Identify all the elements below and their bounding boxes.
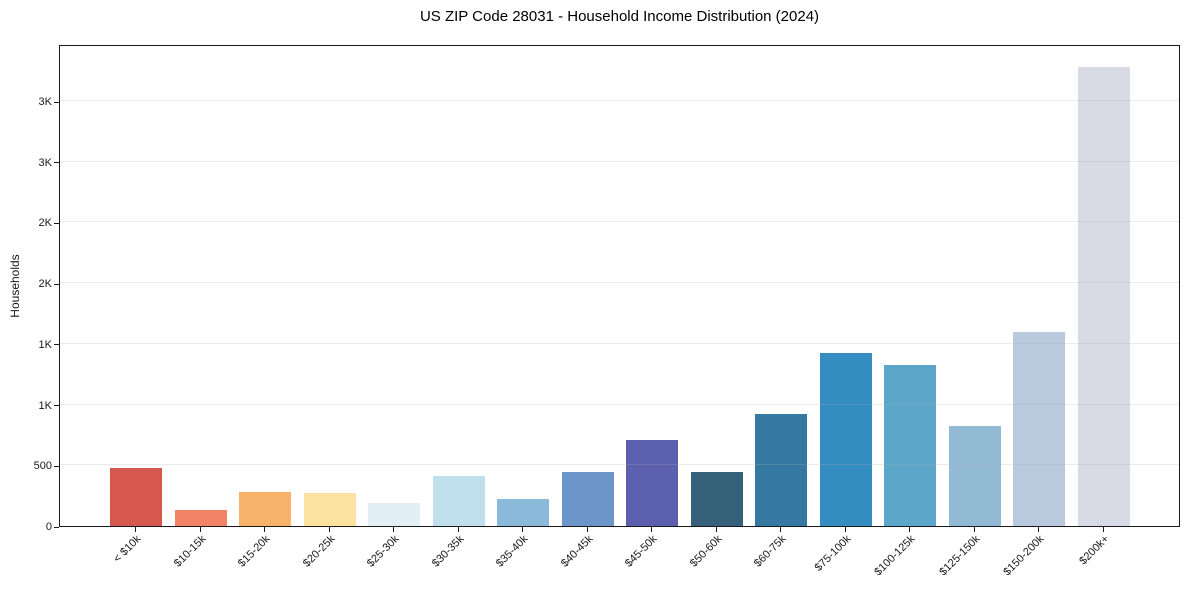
x-tick-mark bbox=[973, 527, 975, 532]
bar-35-40k bbox=[497, 498, 549, 526]
x-tick-mark bbox=[909, 527, 910, 532]
y-tick-mark bbox=[54, 465, 59, 467]
y-tick-label: 3K bbox=[38, 96, 52, 109]
bar-40-45k bbox=[561, 471, 614, 526]
chart-title: US ZIP Code 28031 - Household Income Dis… bbox=[419, 8, 820, 25]
bar-50-60k bbox=[690, 471, 743, 526]
y-tick-label: 1K bbox=[38, 338, 52, 351]
y-tick-mark bbox=[54, 405, 59, 407]
x-tick-mark bbox=[457, 527, 459, 532]
y-tick-label: 500 bbox=[33, 460, 52, 473]
y-tick-label: 3K bbox=[38, 156, 52, 169]
x-tick-mark bbox=[1102, 527, 1104, 532]
gridline bbox=[60, 221, 1179, 223]
y-tick-mark bbox=[54, 526, 59, 528]
y-tick-mark bbox=[54, 283, 59, 285]
bar-25-30k bbox=[368, 502, 420, 526]
bar-200k bbox=[1077, 67, 1130, 526]
bar-75-100k bbox=[819, 353, 872, 526]
gridline bbox=[60, 100, 1179, 102]
gridline bbox=[60, 160, 1179, 162]
x-tick-mark bbox=[715, 527, 717, 532]
bar-60-75k bbox=[755, 413, 807, 526]
x-tick-mark bbox=[844, 527, 846, 532]
x-tick-mark bbox=[651, 527, 652, 532]
bar-10-15k bbox=[174, 510, 227, 526]
x-tick-label: < $10k bbox=[111, 533, 144, 566]
y-tick-mark bbox=[54, 162, 59, 164]
bar-30-35k bbox=[432, 476, 485, 526]
bar-15-20k bbox=[239, 492, 291, 526]
x-tick-mark bbox=[586, 527, 588, 532]
gridline bbox=[60, 403, 1179, 405]
x-tick-mark bbox=[135, 527, 136, 532]
y-tick-label: 2K bbox=[38, 217, 52, 230]
y-tick-mark bbox=[54, 101, 59, 103]
bar-125-150k bbox=[948, 425, 1001, 526]
gridline bbox=[60, 342, 1179, 344]
x-tick-mark bbox=[328, 527, 330, 532]
bar-20-25k bbox=[303, 493, 356, 526]
x-tick-mark bbox=[780, 527, 781, 532]
gridline bbox=[60, 282, 1179, 284]
bar-100-125k bbox=[884, 364, 936, 526]
x-tick-mark bbox=[393, 527, 394, 532]
y-tick-label: 2K bbox=[38, 278, 52, 291]
x-tick-mark bbox=[199, 527, 201, 532]
bar-10k bbox=[110, 467, 162, 526]
gridline bbox=[60, 464, 1179, 466]
x-tick-mark bbox=[1038, 527, 1039, 532]
y-tick-mark bbox=[54, 222, 59, 224]
x-tick-mark bbox=[522, 527, 523, 532]
y-tick-label: 0 bbox=[45, 521, 52, 533]
y-tick-mark bbox=[54, 344, 59, 346]
x-tick-mark bbox=[264, 527, 265, 532]
bar-45-50k bbox=[626, 439, 678, 526]
plot-area bbox=[59, 45, 1180, 527]
bar-150-200k bbox=[1013, 331, 1065, 526]
y-tick-label: 1K bbox=[38, 399, 52, 412]
